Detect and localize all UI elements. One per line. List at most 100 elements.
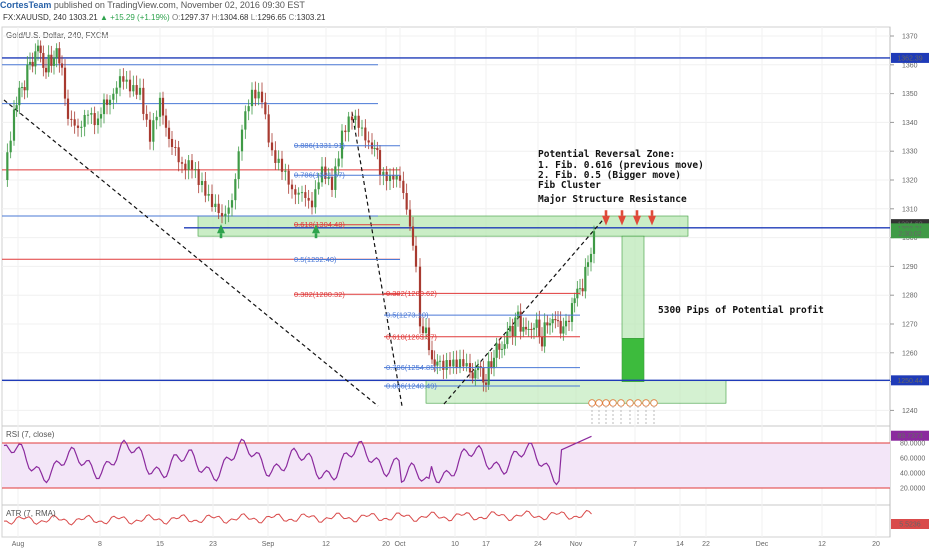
candle-body: [152, 120, 155, 142]
down-arrow-icon: [648, 215, 656, 226]
candle-body: [254, 89, 257, 99]
candle-body: [495, 343, 498, 358]
candle-body: [405, 193, 408, 210]
candle-body: [260, 91, 264, 103]
candle-body: [546, 322, 549, 326]
candle-body: [511, 325, 514, 337]
candle-body: [274, 150, 277, 163]
candle-body: [244, 111, 247, 130]
markers-layer: [217, 210, 658, 424]
candle-body: [12, 109, 16, 141]
y-tick-label: 1360: [902, 62, 918, 69]
event-marker-icon[interactable]: [595, 399, 603, 407]
down-arrow-icon: [602, 215, 610, 226]
candle-body: [506, 331, 509, 345]
resistance-zone: [197, 215, 689, 237]
candle-body: [578, 288, 582, 290]
candle-body: [158, 97, 162, 117]
candle-body: [220, 213, 224, 217]
candles-layer: [6, 39, 596, 393]
candle-body: [290, 184, 294, 190]
event-marker-icon[interactable]: [609, 399, 617, 407]
candle-body: [132, 85, 135, 92]
candle-body: [174, 147, 177, 149]
rsi-band: [2, 443, 890, 488]
down-arrow-stem: [635, 210, 639, 216]
candle-body: [500, 348, 504, 350]
candle-body: [60, 63, 64, 68]
candle-body: [73, 119, 76, 126]
candle-body: [200, 180, 204, 186]
candle-body: [559, 320, 562, 334]
event-marker-icon[interactable]: [602, 399, 610, 407]
author-name[interactable]: CortesTeam: [0, 0, 52, 10]
candle-body: [264, 102, 267, 115]
candle-body: [52, 57, 56, 66]
event-marker-icon[interactable]: [634, 399, 642, 407]
profit-box-lower: [621, 338, 645, 382]
candle-body: [23, 87, 26, 91]
candle-body: [492, 357, 496, 369]
event-marker-icon[interactable]: [588, 399, 596, 407]
candle-body: [508, 325, 512, 332]
candle-body: [161, 97, 165, 116]
candle-body: [112, 93, 115, 100]
candle-body: [237, 151, 240, 180]
candle-body: [570, 303, 574, 322]
candle-body: [514, 317, 517, 337]
candle-body: [330, 176, 334, 190]
x-tick-label: 20: [872, 541, 880, 548]
candle-body: [26, 64, 29, 91]
candle-body: [300, 192, 304, 194]
fib-label-left: 0.786(1321.67): [294, 171, 345, 180]
candle-body: [548, 323, 552, 326]
candle-body: [474, 370, 477, 379]
event-marker-icon[interactable]: [642, 399, 650, 407]
candle-body: [551, 319, 554, 324]
candle-body: [554, 319, 557, 321]
x-tick-label: 17: [482, 541, 490, 548]
rsi-tick-label: 40.0000: [900, 471, 925, 478]
prz-line-2: 2. Fib. 0.5 (Bigger move): [538, 170, 681, 181]
candle-body: [337, 158, 340, 167]
candle-body: [376, 147, 379, 151]
x-tick-label: 12: [322, 541, 330, 548]
candle-body: [280, 158, 284, 172]
candle-body: [584, 266, 587, 292]
y-tick-label: 1370: [902, 34, 918, 41]
candle-body: [135, 85, 138, 95]
up-arrow-icon: [217, 224, 225, 234]
candle-body: [250, 89, 254, 107]
candle-body: [63, 67, 67, 99]
down-arrow-stem: [620, 210, 624, 216]
time-axis: Aug 8 15 23 Sep 12 20 Oct 10 17 24 Nov 7 14 22 Dec 12 20: [12, 541, 880, 548]
candle-body: [47, 54, 50, 73]
candle-body: [177, 147, 180, 163]
rsi-title: RSI (7, close): [6, 430, 55, 439]
candle-body: [50, 54, 53, 66]
candle-body: [76, 125, 80, 128]
prz-title: Potential Reversal Zone:: [538, 149, 675, 160]
x-tick-label: Aug: [12, 541, 25, 548]
candle-body: [367, 140, 370, 143]
high-value: 1304.68: [219, 13, 249, 22]
candle-body: [408, 209, 412, 227]
event-marker-icon[interactable]: [626, 399, 634, 407]
candle-body: [392, 174, 395, 180]
candle-body: [270, 142, 274, 151]
candle-body: [556, 320, 560, 322]
candle-body: [115, 87, 118, 94]
rsi-tick-label: 60.0000: [900, 456, 925, 463]
event-marker-icon[interactable]: [617, 399, 625, 407]
candle-body: [314, 189, 317, 208]
candle-body: [402, 180, 405, 194]
candle-body: [142, 87, 145, 114]
candle-body: [187, 160, 190, 170]
atr-title: ATR (7, RMA): [6, 509, 56, 518]
candle-body: [42, 52, 45, 68]
trendline-long[interactable]: [3, 99, 379, 407]
trendline-rising[interactable]: [443, 213, 609, 405]
candle-body: [344, 130, 347, 133]
event-marker-icon[interactable]: [650, 399, 658, 407]
